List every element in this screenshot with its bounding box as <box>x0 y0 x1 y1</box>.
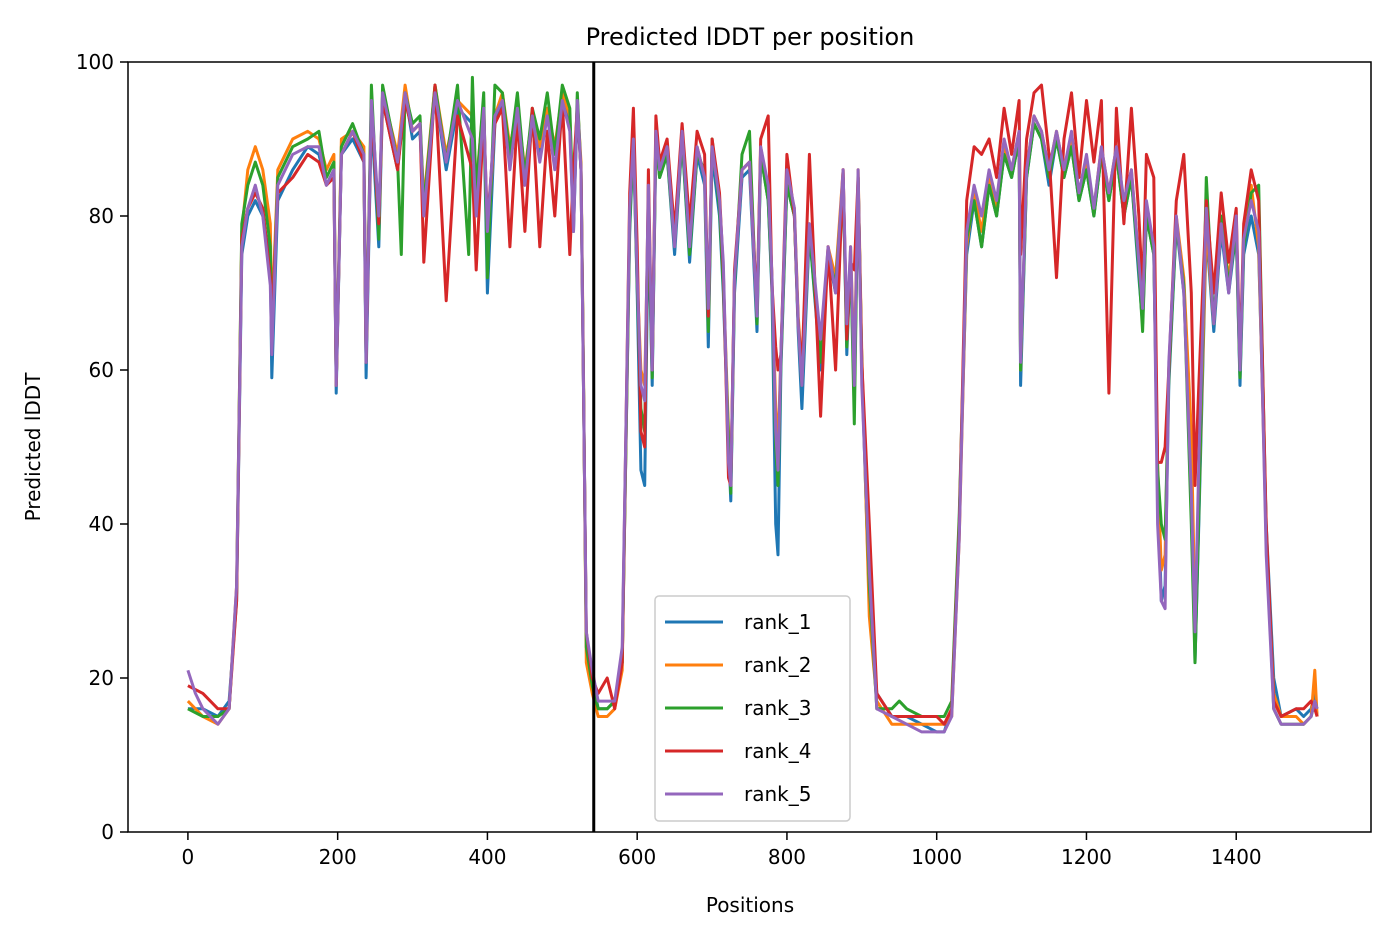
x-tick-label: 200 <box>319 845 357 869</box>
x-tick-label: 0 <box>182 845 195 869</box>
legend-label-rank_5: rank_5 <box>744 782 811 806</box>
y-axis: 0 20 40 60 80 100 <box>76 50 128 844</box>
x-axis-label: Positions <box>706 893 794 917</box>
x-tick-label: 1000 <box>911 845 962 869</box>
legend-frame <box>654 595 851 822</box>
x-tick-label: 600 <box>618 845 656 869</box>
y-tick-label: 60 <box>89 358 114 382</box>
series-layer <box>186 75 1319 734</box>
x-tick-label: 1200 <box>1061 845 1112 869</box>
legend-label-rank_2: rank_2 <box>744 653 811 677</box>
y-axis-label: Predicted lDDT <box>21 372 45 522</box>
chart-title: Predicted lDDT per position <box>586 23 915 51</box>
y-tick-label: 0 <box>101 820 114 844</box>
legend: rank_1 rank_2 rank_3 rank_4 rank_5 <box>654 595 851 822</box>
y-tick-label: 80 <box>89 204 114 228</box>
y-tick-label: 40 <box>89 512 114 536</box>
series-line-rank_5 <box>186 91 1319 734</box>
legend-label-rank_1: rank_1 <box>744 610 811 634</box>
legend-label-rank_4: rank_4 <box>744 739 811 763</box>
y-tick-label: 100 <box>76 50 114 74</box>
x-tick-label: 400 <box>468 845 506 869</box>
plot-frame <box>127 61 1372 833</box>
x-tick-label: 800 <box>768 845 806 869</box>
x-axis: 0 200 400 600 800 1000 1200 1400 <box>182 832 1262 869</box>
y-tick-label: 20 <box>89 666 114 690</box>
x-tick-label: 1400 <box>1211 845 1262 869</box>
legend-label-rank_3: rank_3 <box>744 696 811 720</box>
